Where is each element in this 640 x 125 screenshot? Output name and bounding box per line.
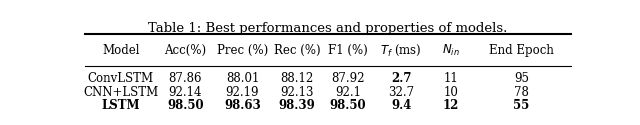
Text: F1 (%): F1 (%): [328, 44, 368, 57]
Text: End Epoch: End Epoch: [489, 44, 554, 57]
Text: 12: 12: [443, 99, 459, 112]
Text: 92.13: 92.13: [280, 86, 314, 98]
Text: 10: 10: [444, 86, 458, 98]
Text: Table 1: Best performances and properties of models.: Table 1: Best performances and propertie…: [148, 22, 508, 35]
Text: 32.7: 32.7: [388, 86, 414, 98]
Text: 92.1: 92.1: [335, 86, 361, 98]
Text: 11: 11: [444, 72, 458, 85]
Text: 98.50: 98.50: [330, 99, 366, 112]
Text: Rec (%): Rec (%): [274, 44, 320, 57]
Text: 87.86: 87.86: [169, 72, 202, 85]
Text: 92.14: 92.14: [169, 86, 202, 98]
Text: 88.12: 88.12: [280, 72, 314, 85]
Text: 92.19: 92.19: [226, 86, 259, 98]
Text: $T_f$ (ms): $T_f$ (ms): [380, 42, 422, 58]
Text: LSTM: LSTM: [102, 99, 140, 112]
Text: 98.39: 98.39: [278, 99, 316, 112]
Text: CNN+LSTM: CNN+LSTM: [83, 86, 159, 98]
Text: $N_{in}$: $N_{in}$: [442, 43, 460, 58]
Text: 98.50: 98.50: [167, 99, 204, 112]
Text: 78: 78: [514, 86, 529, 98]
Text: Prec (%): Prec (%): [217, 44, 268, 57]
Text: ConvLSTM: ConvLSTM: [88, 72, 154, 85]
Text: 2.7: 2.7: [391, 72, 412, 85]
Text: Acc(%): Acc(%): [164, 44, 207, 57]
Text: 9.4: 9.4: [391, 99, 412, 112]
Text: Model: Model: [102, 44, 140, 57]
Text: 98.63: 98.63: [224, 99, 261, 112]
Text: 87.92: 87.92: [331, 72, 365, 85]
Text: 88.01: 88.01: [226, 72, 259, 85]
Text: 95: 95: [514, 72, 529, 85]
Text: 55: 55: [513, 99, 529, 112]
